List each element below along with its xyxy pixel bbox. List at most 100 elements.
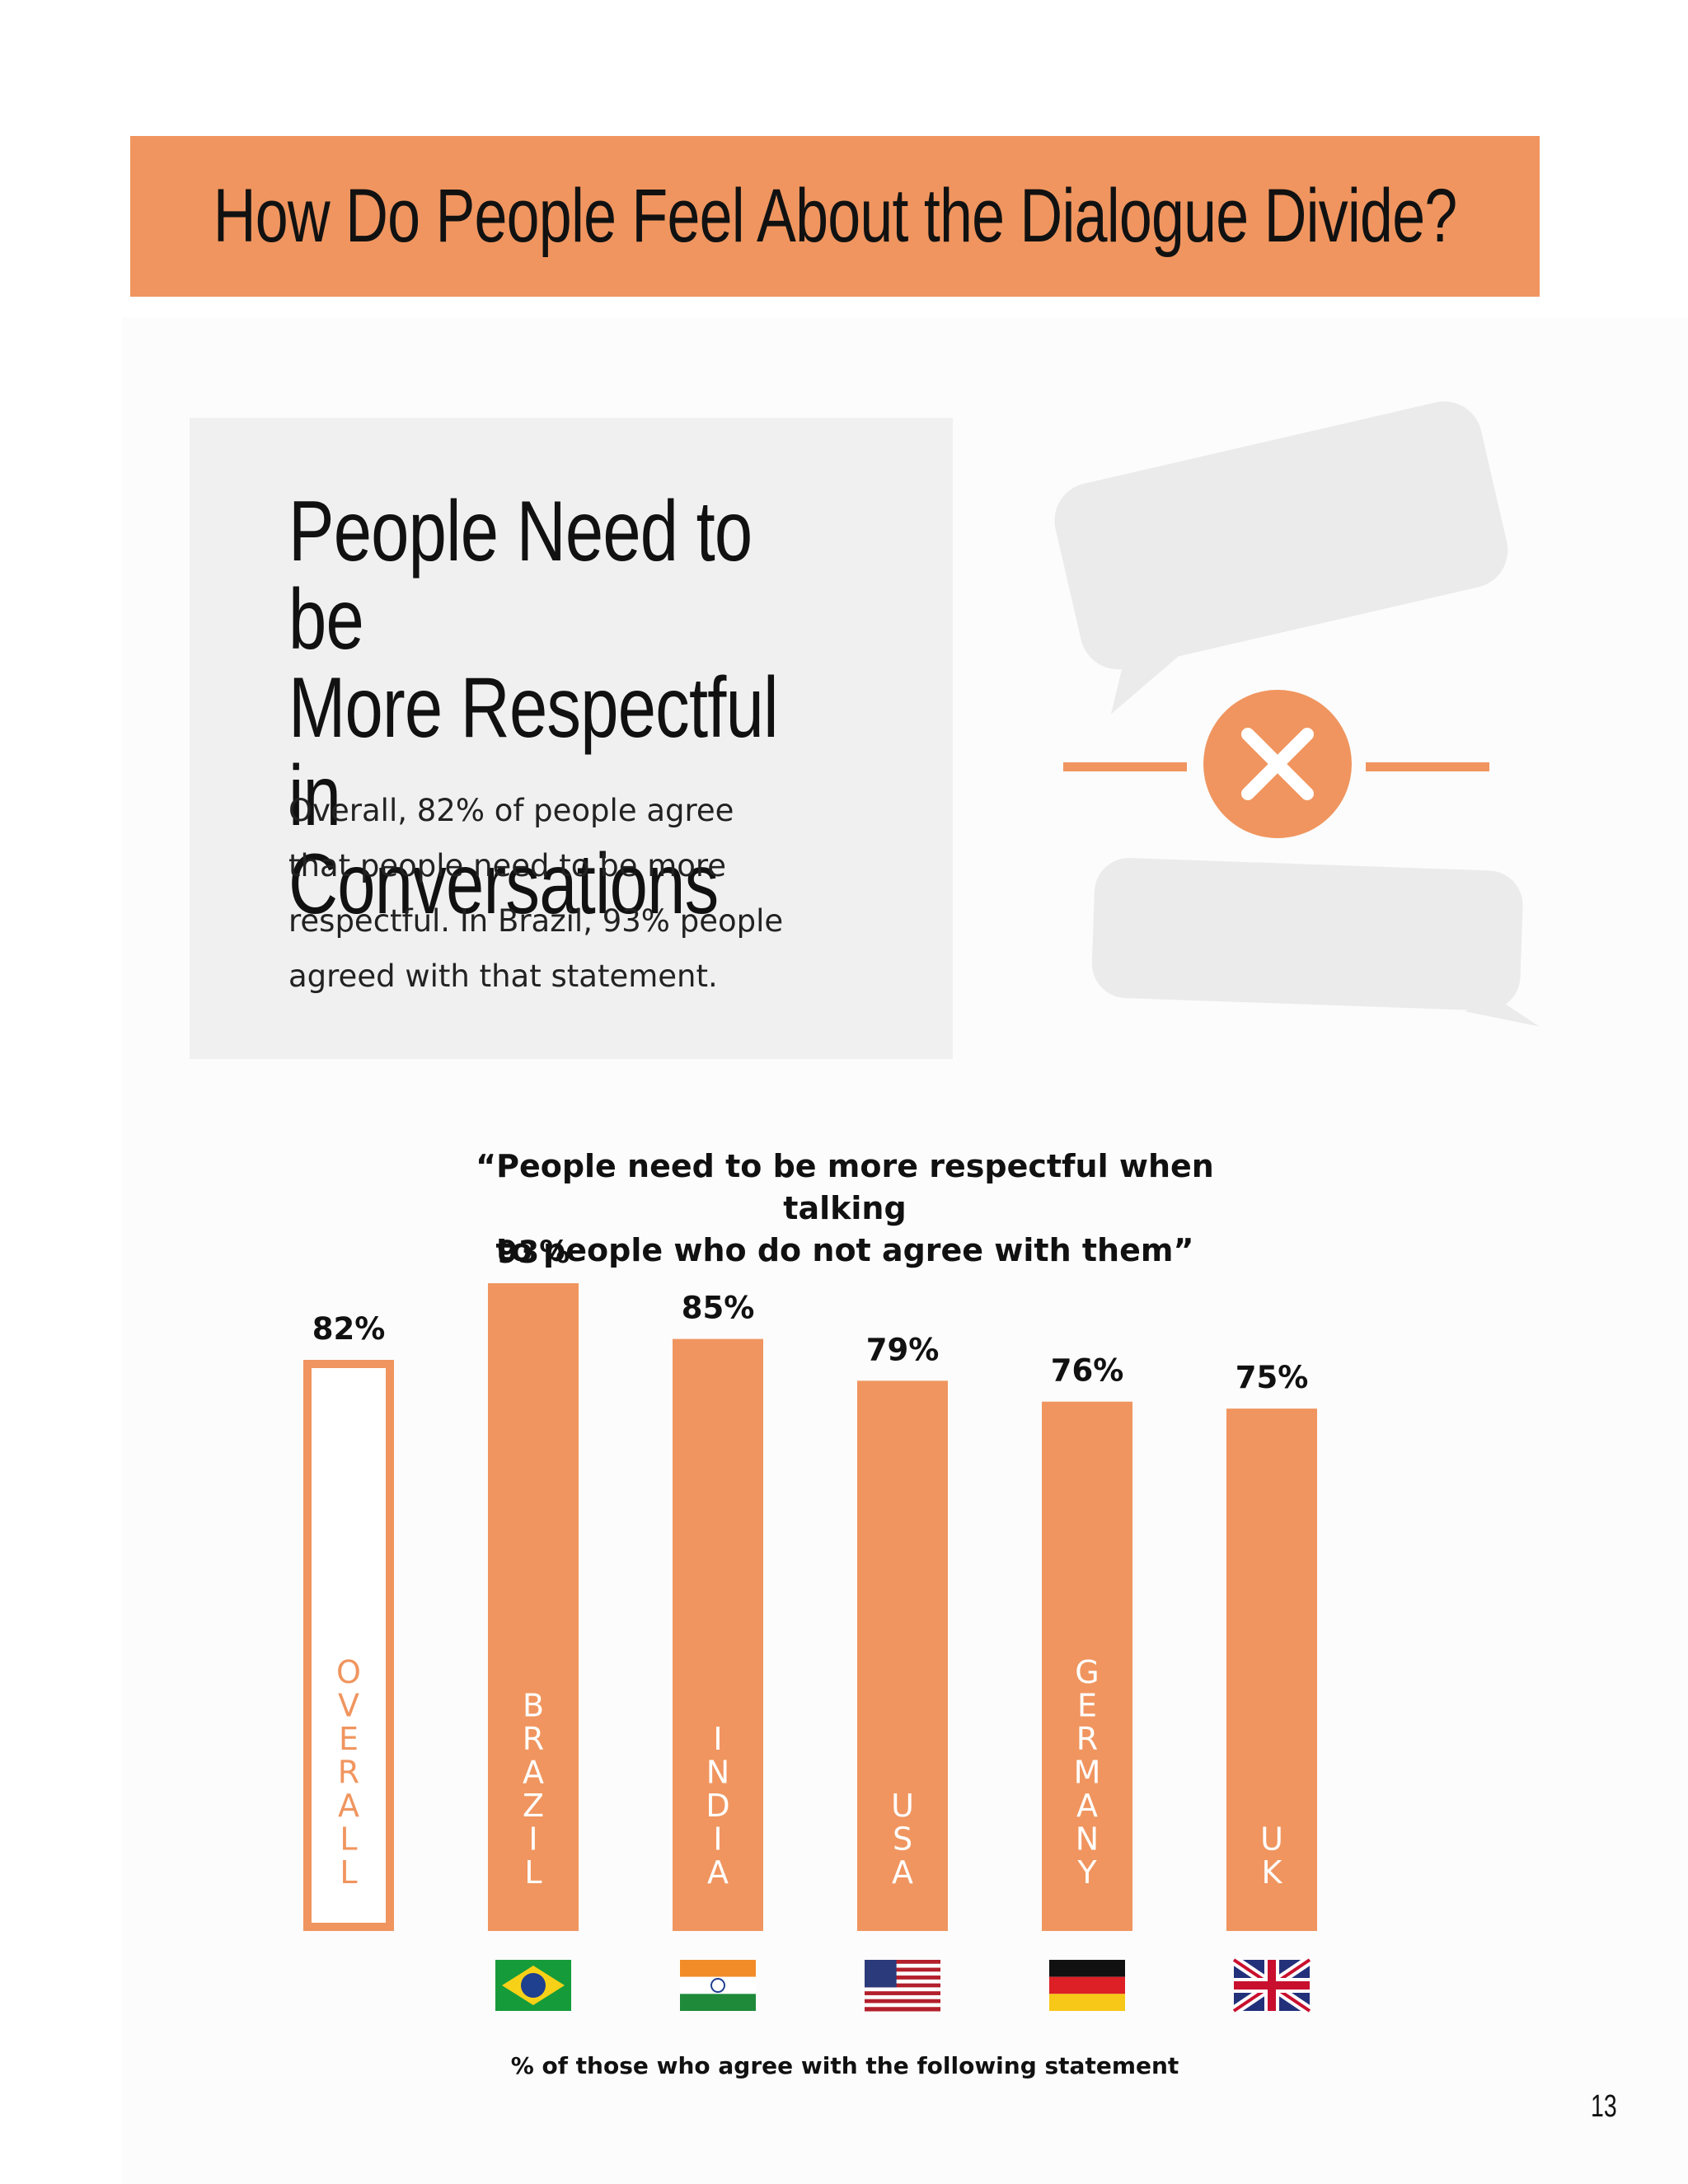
flag-globe <box>521 1973 546 1998</box>
bar-category-letter: M <box>1074 1755 1101 1791</box>
bar-category-letter: I <box>713 1821 722 1858</box>
bar-category-letter: E <box>339 1721 359 1757</box>
flag-band <box>1049 1994 1125 2011</box>
germany-flag-icon <box>1049 1960 1125 2011</box>
bar-category-letter: A <box>892 1854 913 1891</box>
bar-india <box>673 1338 763 1931</box>
bar-value-label: 93% <box>497 1235 570 1270</box>
info-body-line: that people need to be more <box>288 848 727 883</box>
close-icon <box>1203 690 1352 838</box>
flag-band <box>1049 1976 1125 1994</box>
flag-stripe <box>865 2007 940 2012</box>
bar-category-letter: O <box>336 1654 361 1690</box>
info-body-line: Overall, 82% of people agree <box>288 793 734 828</box>
bar-category-letter: R <box>523 1721 544 1757</box>
bar-brazil <box>488 1283 579 1931</box>
info-body-line: respectful. In Brazil, 93% people <box>288 903 784 939</box>
info-body-line: agreed with that statement. <box>288 958 718 994</box>
bar-category-letter: B <box>523 1688 544 1724</box>
info-heading: People Need to be More Respectful in Con… <box>288 488 816 929</box>
bar-usa <box>857 1380 948 1931</box>
bar-category-letter: N <box>706 1755 729 1791</box>
top-speech-bubble-icon <box>1054 401 1508 715</box>
flag-stripe <box>865 1967 940 1972</box>
title-banner: How Do People Feel About the Dialogue Di… <box>130 136 1540 297</box>
bar-group-uk: 75% UK <box>1226 1360 1317 1931</box>
bottom-speech-bubble-icon <box>1091 858 1540 1027</box>
info-box: People Need to be More Respectful in Con… <box>190 418 953 1059</box>
bar-germany <box>1042 1401 1132 1931</box>
bar-category-letter: A <box>707 1854 729 1891</box>
flag-stripe <box>865 1987 940 1992</box>
bar-category-letter: S <box>893 1821 912 1858</box>
flag-stripe <box>865 1971 940 1976</box>
flag-stripe <box>865 2003 940 2008</box>
uk-flag-icon <box>1231 1956 1313 2015</box>
bar-value-label: 79% <box>866 1332 940 1367</box>
info-heading-line: More Respectful in <box>288 660 779 844</box>
bar-category-letter: D <box>706 1788 729 1824</box>
bar-value-label: 82% <box>312 1311 386 1347</box>
bar-category-letter: A <box>338 1788 359 1824</box>
chart-title: “People need to be more respectful when … <box>412 1146 1278 1272</box>
flag-band <box>680 1960 756 1977</box>
bar-category-letter: Y <box>1076 1854 1097 1891</box>
bar-category-letter: R <box>1076 1721 1098 1757</box>
bar-category-letter: G <box>1075 1654 1099 1690</box>
chart-axis-label: % of those who agree with the following … <box>510 2052 1179 2079</box>
bar-category-letter: A <box>1076 1788 1098 1824</box>
bar-uk <box>1226 1408 1317 1931</box>
page-title: How Do People Feel About the Dialogue Di… <box>213 174 1457 258</box>
bar-category-letter: Z <box>523 1788 544 1824</box>
flag-stripe <box>865 1999 940 2004</box>
flag-band <box>680 1976 756 1994</box>
bar-category-letter: V <box>338 1688 359 1724</box>
bar-group-usa: 79% USA <box>857 1332 948 1931</box>
bar-category-letter: A <box>523 1755 544 1791</box>
bar-category-letter: K <box>1262 1854 1283 1891</box>
flag-stripe <box>865 1975 940 1980</box>
chart-title-line: “People need to be more respectful when … <box>476 1148 1214 1226</box>
bar-category-letter: I <box>528 1821 537 1858</box>
bar-value-label: 76% <box>1051 1353 1124 1389</box>
flag-stripe <box>865 1960 940 1965</box>
bar-category-letter: L <box>340 1821 357 1858</box>
bar-category-letter: U <box>891 1788 914 1824</box>
flag-stripe <box>865 1983 940 1988</box>
chart-title-line: to people who do not agree with them” <box>495 1232 1194 1268</box>
bar-category-letter: L <box>340 1854 357 1891</box>
divider-line-right <box>1366 762 1489 771</box>
flag-canton <box>865 1960 897 1988</box>
flag-band <box>680 1994 756 2011</box>
bar-category-letter: E <box>1077 1688 1097 1724</box>
dialogue-illustration <box>1054 401 1540 1027</box>
bar-value-label: 85% <box>682 1291 755 1326</box>
flag-stripe <box>865 1963 940 1969</box>
flag-chakra <box>710 1978 725 1993</box>
bar-category-letter: N <box>1076 1821 1099 1858</box>
usa-flag-icon <box>865 1960 940 2012</box>
bar-category-letter: R <box>338 1755 359 1791</box>
flag-stripe <box>865 1979 940 1985</box>
bar-category-letter: I <box>713 1721 722 1757</box>
page-number: 13 <box>1591 2089 1617 2124</box>
divider-line-left <box>1063 762 1187 771</box>
bar-overall <box>303 1360 394 1931</box>
info-heading-line: Conversations <box>288 837 719 932</box>
flag-band <box>1049 1960 1125 1977</box>
bar-value-label: 75% <box>1236 1360 1309 1395</box>
flag-stripe <box>865 1991 940 1996</box>
india-flag-icon <box>680 1960 756 2011</box>
flag-cross-red <box>1234 1981 1310 1990</box>
brazil-flag-icon <box>495 1960 571 2011</box>
bar-category-letter: L <box>524 1854 542 1891</box>
flag-stripe <box>865 1994 940 2000</box>
bar-category-letter: U <box>1260 1821 1283 1858</box>
info-body: Overall, 82% of people agree that people… <box>288 783 816 1004</box>
info-heading-line: People Need to be <box>288 484 753 668</box>
